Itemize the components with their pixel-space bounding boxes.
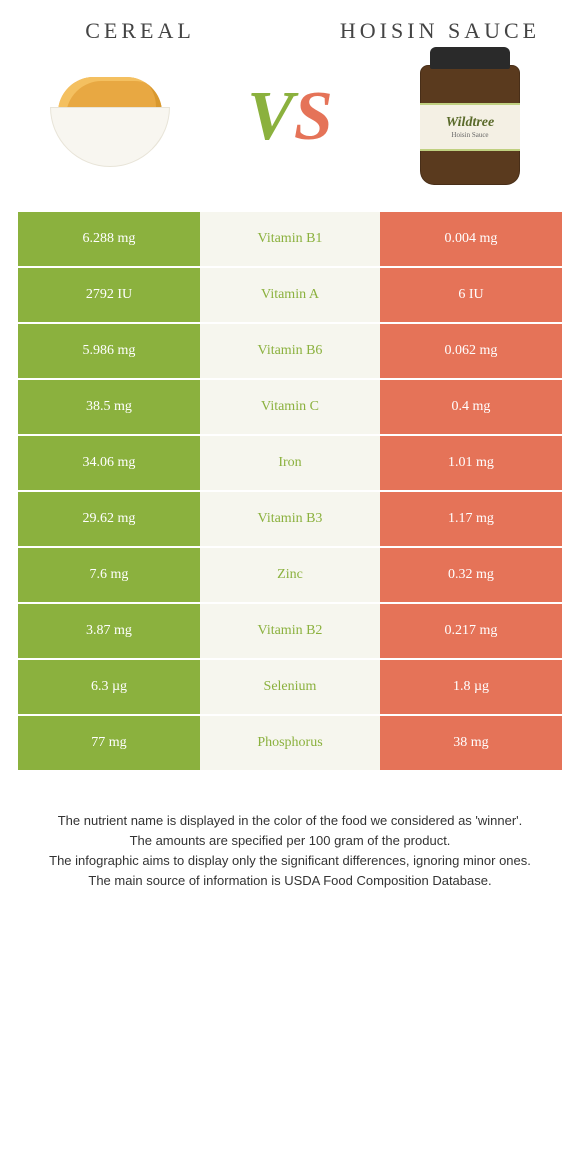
right-value: 1.17 mg <box>380 492 562 546</box>
nutrient-name: Vitamin B6 <box>200 324 380 378</box>
table-row: 6.288 mgVitamin B10.004 mg <box>18 212 562 266</box>
jar-brand: Wildtree <box>446 115 494 131</box>
nutrient-name: Vitamin C <box>200 380 380 434</box>
nutrient-name: Vitamin B2 <box>200 604 380 658</box>
left-value: 5.986 mg <box>18 324 200 378</box>
right-value: 0.004 mg <box>380 212 562 266</box>
table-row: 77 mgPhosphorus38 mg <box>18 716 562 770</box>
jar-icon: Wildtree Hoisin Sauce <box>415 47 525 187</box>
nutrient-name: Vitamin B3 <box>200 492 380 546</box>
right-value: 6 IU <box>380 268 562 322</box>
nutrient-name: Zinc <box>200 548 380 602</box>
nutrient-name: Phosphorus <box>200 716 380 770</box>
right-value: 0.4 mg <box>380 380 562 434</box>
right-food-title: Hoisin sauce <box>330 18 550 44</box>
table-row: 34.06 mgIron1.01 mg <box>18 436 562 490</box>
right-value: 0.217 mg <box>380 604 562 658</box>
right-value: 38 mg <box>380 716 562 770</box>
cereal-bowl-icon <box>40 67 180 167</box>
left-value: 77 mg <box>18 716 200 770</box>
left-value: 2792 IU <box>18 268 200 322</box>
left-value: 6.3 µg <box>18 660 200 714</box>
table-row: 38.5 mgVitamin C0.4 mg <box>18 380 562 434</box>
table-row: 6.3 µgSelenium1.8 µg <box>18 660 562 714</box>
nutrient-name: Vitamin B1 <box>200 212 380 266</box>
footer-notes: The nutrient name is displayed in the co… <box>0 772 580 921</box>
left-value: 6.288 mg <box>18 212 200 266</box>
table-row: 29.62 mgVitamin B31.17 mg <box>18 492 562 546</box>
left-value: 38.5 mg <box>18 380 200 434</box>
left-value: 7.6 mg <box>18 548 200 602</box>
footer-line: The infographic aims to display only the… <box>30 852 550 871</box>
vs-label: VS <box>247 77 333 157</box>
nutrient-name: Vitamin A <box>200 268 380 322</box>
left-value: 34.06 mg <box>18 436 200 490</box>
table-row: 7.6 mgZinc0.32 mg <box>18 548 562 602</box>
jar-sub: Hoisin Sauce <box>451 131 488 139</box>
right-food-image: Wildtree Hoisin Sauce <box>390 52 550 182</box>
table-row: 3.87 mgVitamin B20.217 mg <box>18 604 562 658</box>
header: Cereal Hoisin sauce <box>0 0 580 52</box>
images-row: VS Wildtree Hoisin Sauce <box>0 52 580 212</box>
footer-line: The amounts are specified per 100 gram o… <box>30 832 550 851</box>
table-row: 2792 IUVitamin A6 IU <box>18 268 562 322</box>
comparison-table: 6.288 mgVitamin B10.004 mg2792 IUVitamin… <box>0 212 580 770</box>
table-row: 5.986 mgVitamin B60.062 mg <box>18 324 562 378</box>
right-value: 0.062 mg <box>380 324 562 378</box>
footer-line: The main source of information is USDA F… <box>30 872 550 891</box>
left-value: 29.62 mg <box>18 492 200 546</box>
left-value: 3.87 mg <box>18 604 200 658</box>
footer-line: The nutrient name is displayed in the co… <box>30 812 550 831</box>
nutrient-name: Selenium <box>200 660 380 714</box>
right-value: 0.32 mg <box>380 548 562 602</box>
nutrient-name: Iron <box>200 436 380 490</box>
right-value: 1.8 µg <box>380 660 562 714</box>
left-food-title: Cereal <box>30 18 250 44</box>
left-food-image <box>30 52 190 182</box>
right-value: 1.01 mg <box>380 436 562 490</box>
